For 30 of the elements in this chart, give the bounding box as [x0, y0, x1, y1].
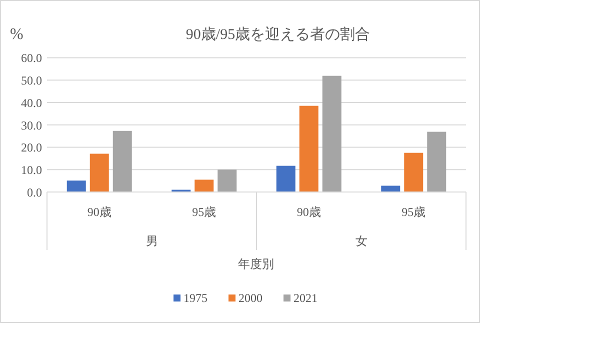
bar [381, 186, 400, 192]
legend-label: 1975 [184, 291, 208, 305]
y-tick-label: 60.0 [21, 51, 42, 66]
x-tick-label: 90歳 [296, 205, 321, 219]
y-tick-label: 10.0 [21, 163, 42, 178]
legend-label: 2021 [294, 291, 318, 305]
x-tick-label: 95歳 [192, 205, 216, 219]
bar [276, 166, 296, 192]
y-tick-label: 50.0 [21, 74, 42, 88]
y-axis-title: % [10, 26, 24, 43]
bar [112, 130, 132, 192]
y-tick-label: 40.0 [21, 96, 42, 110]
text: 女 [355, 234, 368, 248]
bar [299, 106, 318, 192]
text: 男 [146, 234, 158, 248]
bar [90, 154, 109, 192]
legend-label: 2000 [238, 291, 262, 305]
y-tick-label: 30.0 [21, 118, 42, 132]
bar [404, 152, 424, 192]
bar [218, 170, 237, 192]
y-tick-label: 0.0 [27, 186, 42, 200]
x-tick-label: 90歳 [87, 205, 112, 219]
chart-title: 90歳/95歳を迎える者の割合 [186, 26, 370, 43]
bar [194, 180, 214, 192]
y-tick-label: 20.0 [21, 140, 42, 155]
bar [322, 76, 342, 192]
bar [66, 180, 86, 192]
bar [427, 132, 446, 192]
x-tick-label: 95歳 [402, 205, 426, 219]
x-axis-title: 年度別 [238, 257, 274, 271]
